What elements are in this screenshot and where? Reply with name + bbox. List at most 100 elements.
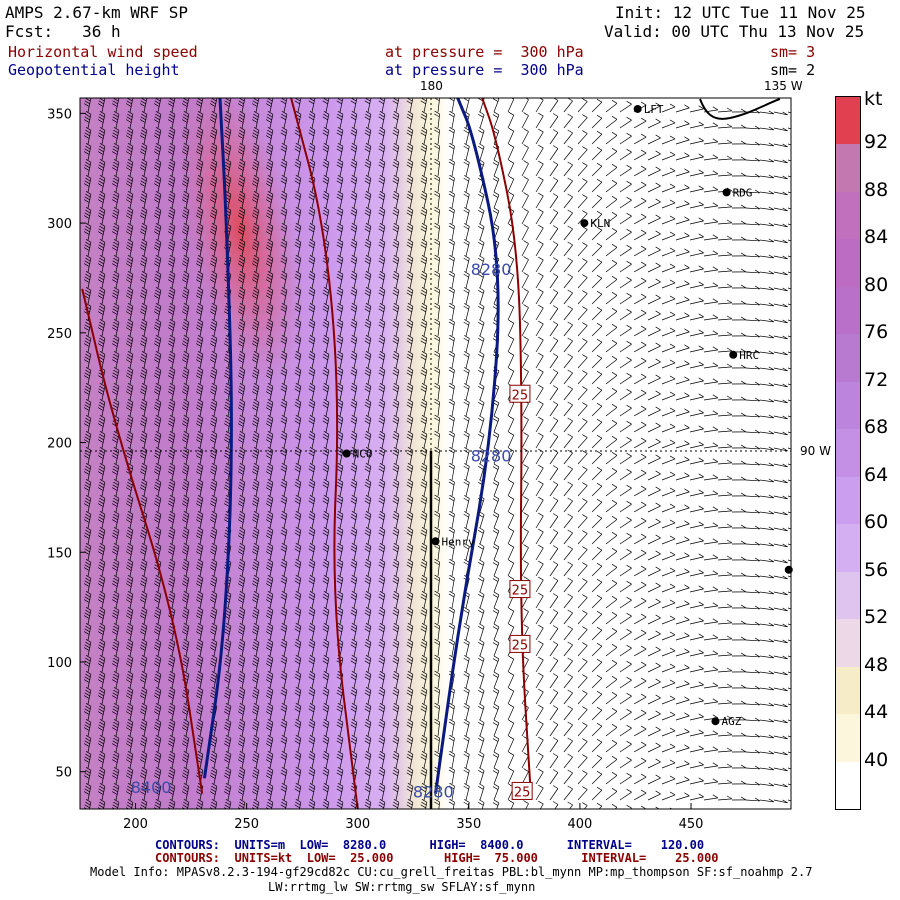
wind-barb <box>605 388 618 401</box>
wind-barb <box>619 308 632 321</box>
wind-barb <box>153 735 162 753</box>
wind-barb <box>195 495 204 513</box>
wind-barb <box>265 687 274 705</box>
wind-barb <box>111 799 120 809</box>
wind-barb <box>689 153 704 161</box>
wind-barb <box>563 577 573 593</box>
wind-barb <box>759 382 775 387</box>
wind-barb <box>139 399 148 417</box>
wind-barb <box>507 239 515 257</box>
wind-barb <box>521 256 529 273</box>
wind-barb <box>507 287 515 305</box>
wind-barb <box>463 655 470 673</box>
wind-barb <box>463 751 470 769</box>
wind-barb <box>294 175 302 193</box>
wind-barb <box>577 98 588 113</box>
wind-barb <box>83 207 92 225</box>
wind-barb <box>420 623 428 641</box>
wind-barb <box>434 286 440 305</box>
wind-barb <box>591 594 603 609</box>
wind-barb <box>745 429 761 434</box>
wind-barb <box>463 447 470 465</box>
wind-barb <box>619 180 632 193</box>
wind-barb <box>322 335 330 353</box>
station-label: LFT <box>644 103 664 116</box>
wind-barb <box>717 763 733 769</box>
wind-barb <box>773 479 788 484</box>
wind-barb <box>563 257 573 273</box>
wind-barb <box>308 303 316 321</box>
model-title: AMPS 2.67-km WRF SP <box>5 3 189 22</box>
wind-barb <box>759 462 775 467</box>
wind-barb <box>787 415 791 418</box>
wind-barb <box>111 335 120 353</box>
wind-barb <box>591 210 603 225</box>
wind-barb <box>633 517 647 529</box>
wind-barb <box>759 334 775 339</box>
wind-barb <box>434 398 440 417</box>
wind-barb <box>364 703 372 721</box>
wind-barb <box>535 400 544 417</box>
wind-barb <box>675 440 690 449</box>
wind-barb <box>153 687 162 705</box>
wind-barb <box>280 111 288 129</box>
wind-barb <box>125 703 134 721</box>
wind-barb <box>209 527 218 545</box>
wind-barb <box>139 383 148 401</box>
wind-barb <box>434 510 440 529</box>
wind-barb <box>125 271 134 289</box>
wind-barb <box>577 226 588 241</box>
wind-barb <box>125 383 134 401</box>
wind-barb <box>463 98 470 113</box>
wind-barb <box>745 205 761 210</box>
wind-barb <box>83 559 92 577</box>
wind-barb <box>406 751 414 769</box>
wind-barb <box>689 393 704 401</box>
wind-barb <box>209 511 218 529</box>
wind-barb <box>111 399 120 417</box>
wind-barb <box>83 671 92 689</box>
wind-barb <box>139 639 148 657</box>
wind-barb <box>251 383 260 401</box>
wind-barb <box>280 511 288 529</box>
wind-barb <box>619 164 632 177</box>
wind-barb <box>336 351 344 369</box>
wind-barb <box>406 383 414 401</box>
wind-barb <box>111 223 120 241</box>
wind-barb <box>350 703 358 721</box>
wind-barb <box>251 367 260 385</box>
wind-barb <box>731 236 747 241</box>
wind-barb <box>125 479 134 497</box>
wind-barb <box>392 479 400 497</box>
wind-barb <box>406 687 414 705</box>
wind-barb <box>209 639 218 657</box>
wind-barb <box>209 591 218 609</box>
wind-barb <box>434 110 440 129</box>
wind-barb <box>787 319 791 322</box>
wind-barb <box>745 221 761 226</box>
wind-barb <box>675 760 690 769</box>
wind-barb <box>223 671 232 689</box>
wind-barb <box>406 367 414 385</box>
wind-barb <box>308 623 316 641</box>
wind-barb <box>507 543 515 561</box>
wind-barb <box>181 287 190 305</box>
wind-barb <box>237 98 246 113</box>
wind-barb <box>153 703 162 721</box>
valid-time: Valid: 00 UTC Thu 13 Nov 25 <box>604 22 865 41</box>
wind-barb <box>350 687 358 705</box>
wind-barb <box>773 111 788 116</box>
wind-barb <box>167 559 176 577</box>
wind-barb <box>745 557 761 562</box>
wind-barb <box>392 655 400 673</box>
wind-barb <box>139 255 148 273</box>
wind-barb <box>280 591 288 609</box>
wind-barb <box>364 511 372 529</box>
wind-barb <box>661 231 676 241</box>
wind-barb <box>507 479 515 497</box>
wind-barb <box>294 655 302 673</box>
wind-barb <box>195 159 204 177</box>
wind-barb <box>139 543 148 561</box>
wind-barb <box>294 159 302 177</box>
wind-barb <box>350 463 358 481</box>
